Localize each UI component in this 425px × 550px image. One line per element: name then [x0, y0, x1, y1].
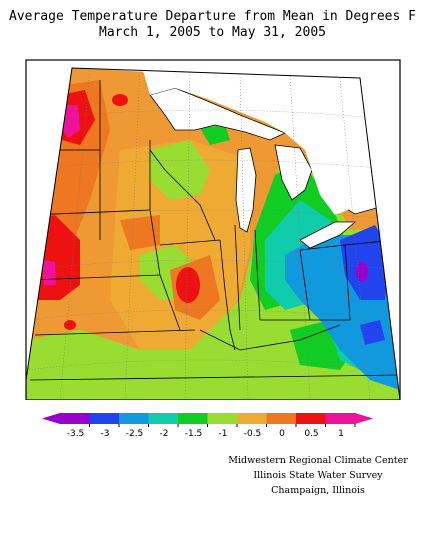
- legend-arrow-high: [355, 413, 373, 424]
- legend-tick-label: -1.5: [185, 429, 203, 439]
- legend-swatch: [266, 413, 296, 424]
- legend-color-bar: [42, 413, 373, 424]
- lake-huron: [274, 144, 313, 201]
- legend-tick-labels: -3.5 -3 -2.5 -2 -1.5 -1 -0.5 0 0.5 1: [67, 424, 356, 439]
- legend-swatch: [119, 413, 149, 424]
- legend-swatch: [60, 413, 90, 424]
- credit-organization: Midwestern Regional Climate Center: [228, 455, 408, 466]
- legend-tick-label: -1: [219, 429, 228, 439]
- map-title: Average Temperature Departure from Mean …: [9, 9, 416, 24]
- legend-swatch: [148, 413, 178, 424]
- legend-arrow-low: [42, 413, 60, 424]
- legend-tick-label: 0.5: [304, 429, 318, 439]
- color-legend: -3.5 -3 -2.5 -2 -1.5 -1 -0.5 0 0.5 1: [42, 413, 373, 439]
- legend-swatch: [296, 413, 326, 424]
- credit-survey: Illinois State Water Survey: [253, 470, 383, 481]
- temperature-departure-map: [25, 59, 401, 400]
- legend-tick-label: -3: [101, 429, 110, 439]
- credit-location: Champaign, Illinois: [271, 485, 365, 496]
- lake-superior: [149, 87, 287, 141]
- legend-swatch: [207, 413, 237, 424]
- legend-tick-label: -2.5: [126, 429, 144, 439]
- map-date-range: March 1, 2005 to May 31, 2005: [99, 25, 326, 40]
- lake-michigan: [235, 147, 257, 233]
- legend-tick-label: 0: [279, 429, 285, 439]
- legend-tick-label: -3.5: [67, 429, 85, 439]
- lake-erie: [299, 221, 357, 249]
- legend-swatch: [178, 413, 208, 424]
- legend-swatch: [237, 413, 267, 424]
- legend-tick-label: -0.5: [244, 429, 262, 439]
- legend-swatch: [89, 413, 119, 424]
- legend-swatch: [325, 413, 355, 424]
- legend-tick-label: -2: [160, 429, 169, 439]
- legend-tick-label: 1: [338, 429, 344, 439]
